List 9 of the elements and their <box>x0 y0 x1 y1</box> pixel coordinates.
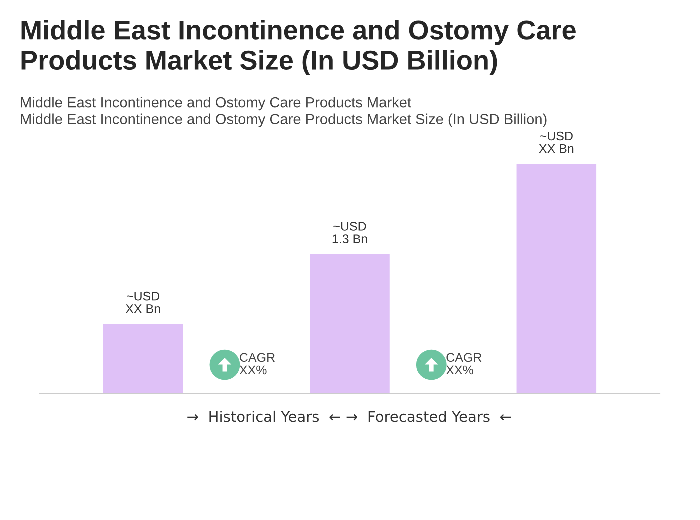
text: → Forecasted Years ← <box>346 410 512 422</box>
annotation: CAGR XX% <box>446 353 482 375</box>
data-label: ~USD XX Bn <box>126 292 160 314</box>
text: → Historical Years ← <box>188 410 340 422</box>
data-label: ~USD 1.3 Bn <box>332 222 368 244</box>
data-label: ~USD XX Bn <box>539 132 574 154</box>
chart-subtitle: Middle East Incontinence and Ostomy Care Products Market Middle East Incontinence and Ostomy Care Products Market Size (In USD Billion) <box>21 97 547 128</box>
annotation: CAGR XX% <box>240 353 275 375</box>
chart-title: Middle East Incontinence and Ostomy Care Products Market Size (In USD Billion) <box>22 20 576 76</box>
